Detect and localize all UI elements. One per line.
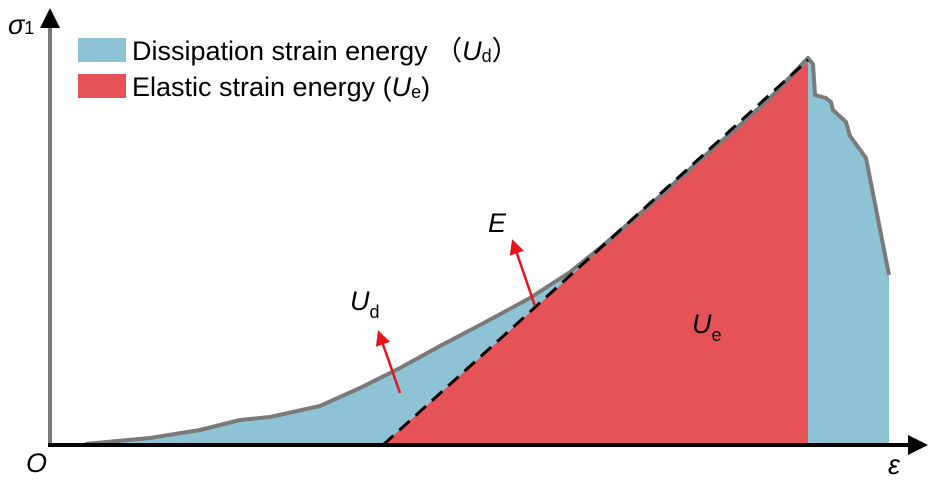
legend-label: Dissipation strain energy （Ud） bbox=[132, 36, 519, 66]
arrow bbox=[375, 330, 402, 394]
arrow bbox=[509, 239, 537, 307]
legend-swatch bbox=[78, 38, 126, 62]
elastic-modulus-line bbox=[381, 58, 810, 447]
stress-strain-curve bbox=[84, 56, 891, 446]
legend-label: Elastic strain energy (Ue) bbox=[132, 72, 430, 102]
annotation: Ud bbox=[350, 286, 380, 322]
annotation: Ue bbox=[692, 309, 722, 345]
x-axis-label: ε bbox=[888, 450, 901, 480]
y-axis-label: σ1 bbox=[8, 10, 34, 40]
annotation: E bbox=[488, 208, 507, 238]
legend-swatch bbox=[78, 74, 126, 98]
origin-label: O bbox=[26, 448, 47, 478]
